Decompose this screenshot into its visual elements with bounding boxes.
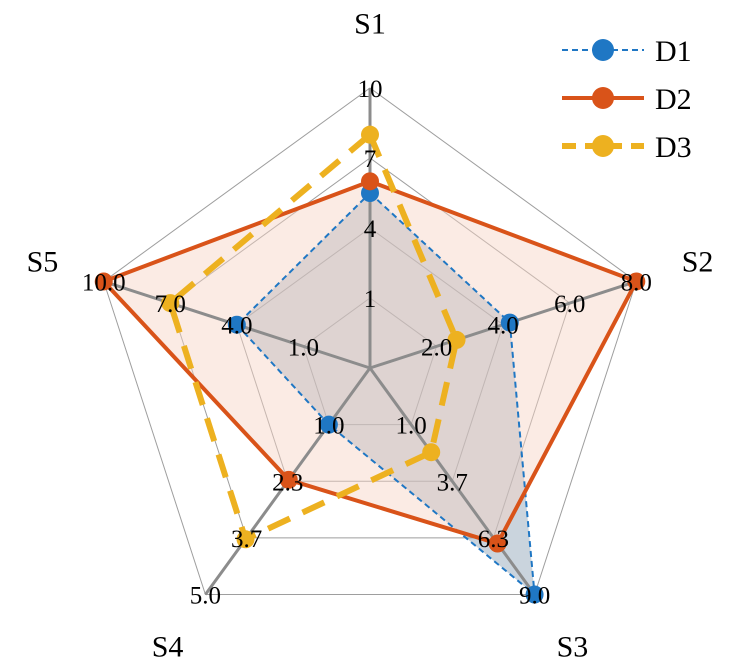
- data-point-d3-s2: [447, 330, 466, 349]
- data-point-d2-s1: [361, 172, 379, 191]
- legend-marker-d3: [592, 135, 614, 157]
- axis-label-s2: S2: [682, 246, 714, 279]
- series-line-d3: [167, 131, 460, 543]
- data-point-d1-s5: [227, 315, 246, 334]
- data-point-d2-s4: [279, 470, 298, 489]
- tick-layer: 1 4 7 10 2.0 4.0 6.0 8.0 1.0 3.7 6.3 9.0 1.0 2.3 3.7 5.…: [82, 76, 652, 610]
- legend-marker-d2: [592, 87, 614, 109]
- tick-label-s5-2: 4.0: [221, 313, 252, 340]
- grid-ring-4: [103, 87, 637, 596]
- tick-label-s5-3: 7.0: [155, 291, 186, 318]
- tick-label-s2-2: 4.0: [488, 313, 519, 340]
- data-point-d3-s3: [422, 443, 441, 462]
- tick-label-s4-1: 1.0: [313, 413, 344, 440]
- axis-label-s5: S5: [27, 246, 59, 279]
- legend-label-d1: D1: [655, 35, 692, 68]
- grid-ring-2: [236, 227, 504, 482]
- legend-label-d2: D2: [655, 83, 692, 116]
- tick-label-s4-4: 5.0: [190, 583, 221, 610]
- tick-label-s3-4: 9.0: [519, 583, 550, 610]
- tick-label-s3-2: 3.7: [437, 469, 468, 496]
- axis-label-s1: S1: [354, 8, 386, 41]
- data-point-d3-s5: [161, 294, 180, 313]
- grid-layer: [103, 87, 637, 596]
- grid-ring-1: [302, 297, 438, 426]
- data-point-d2-s5: [94, 272, 113, 291]
- data-point-d3-s1: [361, 125, 379, 144]
- tick-label-s2-1: 2.0: [421, 334, 452, 361]
- axis-line-s3: [368, 367, 536, 596]
- tick-label-s3-3: 6.3: [478, 526, 509, 553]
- tick-label-s5-1: 1.0: [288, 334, 319, 361]
- tick-label-s2-4: 8.0: [621, 269, 652, 296]
- data-point-d2-s2: [627, 272, 646, 291]
- grid-ring-3: [169, 157, 571, 539]
- tick-label-s4-2: 2.3: [272, 469, 303, 496]
- tick-label-s1-3: 7: [364, 146, 377, 173]
- tick-label-s2-3: 6.0: [554, 291, 585, 318]
- legend-marker-d1: [592, 39, 614, 61]
- data-point-d1-s4: [319, 415, 338, 434]
- tick-label-s1-2: 4: [364, 216, 377, 243]
- series-line-layer: [94, 125, 646, 604]
- data-point-d1-s2: [500, 313, 519, 332]
- tick-label-s1-1: 1: [364, 286, 377, 313]
- axis-name-layer: S1 S2 S3 S4 S5: [27, 8, 714, 664]
- data-point-d3-s4: [236, 530, 255, 549]
- tick-label-s3-1: 1.0: [396, 413, 427, 440]
- tick-label-s1-4: 10: [358, 76, 383, 103]
- legend-label-d3: D3: [655, 131, 692, 164]
- axis-label-s3: S3: [557, 631, 589, 664]
- legend: D1 D2 D3: [562, 35, 692, 164]
- series-line-d2: [101, 179, 639, 546]
- tick-label-s4-3: 3.7: [231, 526, 262, 553]
- data-point-d2-s3: [488, 534, 507, 553]
- data-point-d1-s3: [525, 585, 544, 604]
- tick-label-s5-4: 10.0: [82, 269, 126, 296]
- axis-label-s4: S4: [152, 631, 184, 664]
